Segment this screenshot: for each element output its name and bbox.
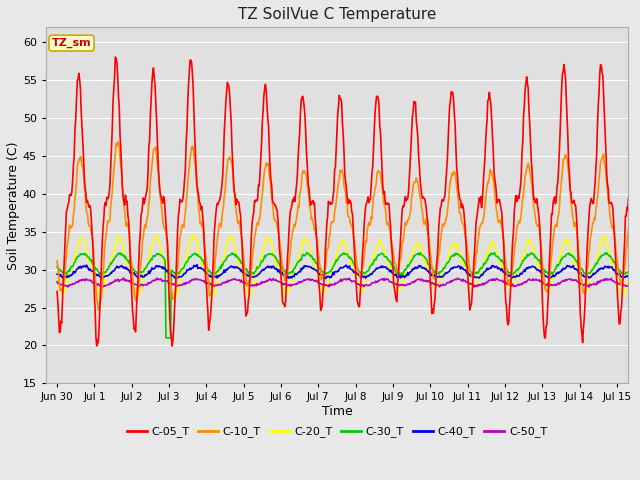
Text: TZ_sm: TZ_sm — [52, 38, 92, 48]
X-axis label: Time: Time — [321, 405, 353, 418]
Title: TZ SoilVue C Temperature: TZ SoilVue C Temperature — [238, 7, 436, 22]
Legend: C-05_T, C-10_T, C-20_T, C-30_T, C-40_T, C-50_T: C-05_T, C-10_T, C-20_T, C-30_T, C-40_T, … — [122, 422, 552, 442]
Y-axis label: Soil Temperature (C): Soil Temperature (C) — [7, 141, 20, 270]
